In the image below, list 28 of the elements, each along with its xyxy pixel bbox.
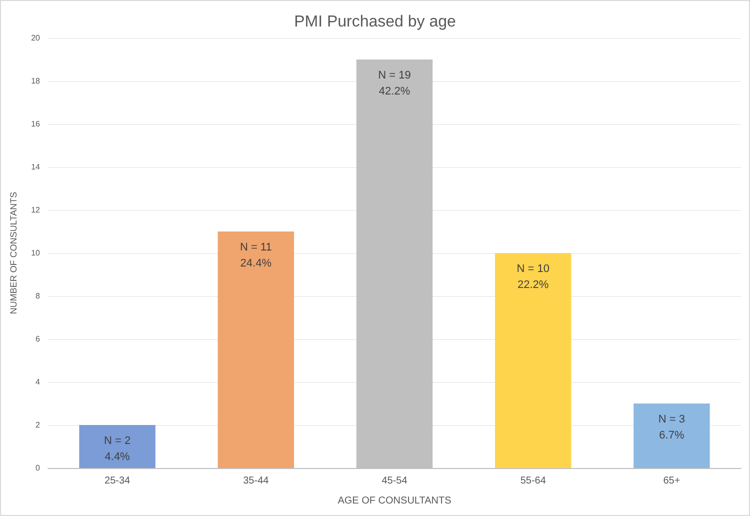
x-tick-label: 65+ (663, 476, 680, 486)
x-axis-title: AGE OF CONSULTANTS (338, 496, 452, 506)
data-label: N = 19 42.2% (378, 70, 411, 98)
bar (494, 253, 572, 468)
bar (634, 404, 710, 468)
x-tick-label: 35-44 (243, 476, 270, 486)
y-tick-label: 2 (36, 420, 41, 430)
y-tick-label: 0 (36, 464, 41, 472)
y-tick-label: 6 (36, 334, 41, 344)
chart-title: PMI Purchased by age (294, 14, 456, 30)
y-tick-label: 10 (31, 248, 41, 258)
data-label: N = 10 22.2% (516, 263, 550, 291)
y-tick-label: 8 (36, 292, 41, 300)
data-label: N = 2 4.4% (104, 435, 131, 463)
y-tick-label: 14 (31, 162, 41, 172)
x-tick-label: 55-64 (520, 476, 546, 486)
data-label: N = 3 6.7% (658, 414, 686, 442)
bar (79, 425, 156, 468)
y-tick-label: 12 (31, 206, 41, 214)
x-tick-label: 45-54 (382, 476, 408, 486)
y-tick-label: 16 (31, 120, 41, 128)
y-tick-label: 18 (31, 76, 41, 86)
bar (218, 232, 294, 468)
data-label: N = 11 24.4% (240, 242, 272, 270)
y-tick-label: 20 (31, 34, 41, 42)
x-tick-label: 25-34 (104, 476, 131, 486)
y-tick-label: 4 (36, 378, 41, 386)
y-axis-title: NUMBER OF CONSULTANTS (8, 192, 18, 314)
